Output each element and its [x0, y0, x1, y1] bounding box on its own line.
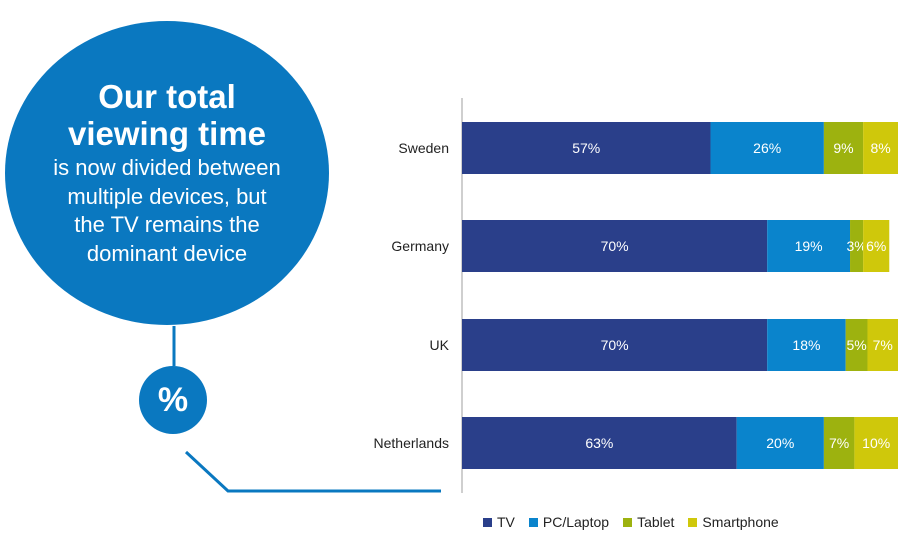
bar-segment — [710, 122, 824, 174]
legend-swatch — [528, 517, 538, 527]
data-label: 63% — [585, 435, 613, 451]
category-label: UK — [430, 337, 450, 353]
legend-swatch — [623, 517, 633, 527]
legend-label: TV — [497, 514, 515, 530]
category-label: Germany — [391, 238, 449, 254]
legend-swatch — [483, 517, 492, 527]
bar-segment — [823, 122, 864, 174]
callout-body: is now divided between multiple devices,… — [53, 155, 281, 266]
legend-swatch — [688, 517, 698, 527]
bar-segment — [854, 417, 898, 469]
callout-headline: Our total viewing time — [67, 78, 267, 152]
bar-segment — [462, 417, 737, 469]
data-label: 70% — [601, 238, 629, 254]
data-label: 6% — [866, 238, 886, 254]
legend-label: Smartphone — [702, 514, 779, 530]
data-label: 19% — [795, 238, 823, 254]
bar-segment — [823, 417, 855, 469]
bar-segment — [845, 319, 868, 371]
category-label: Sweden — [398, 140, 449, 156]
bar-segment — [767, 220, 851, 272]
data-label: 8% — [870, 140, 890, 156]
bar-segment — [736, 417, 824, 469]
percent-badge: % — [139, 366, 207, 434]
data-label: 18% — [792, 337, 820, 353]
bar-segment — [863, 122, 898, 174]
callout-bubble: Our total viewing time is now divided be… — [5, 21, 329, 325]
category-label: Netherlands — [374, 435, 450, 451]
bar-segment — [462, 220, 768, 272]
data-label: 3% — [846, 238, 866, 254]
data-label: 26% — [753, 140, 781, 156]
bar-segment — [462, 122, 711, 174]
legend-item: TV — [483, 514, 515, 530]
data-label: 7% — [873, 337, 893, 353]
legend-label: PC/Laptop — [542, 514, 610, 530]
data-label: 9% — [833, 140, 853, 156]
legend-item: PC/Laptop — [528, 514, 610, 530]
legend-label: Tablet — [637, 514, 675, 530]
data-label: 7% — [829, 435, 849, 451]
chart-legend: TV PC/Laptop Tablet Smartphone — [483, 514, 793, 530]
data-label: 20% — [766, 435, 794, 451]
data-label: 70% — [601, 337, 629, 353]
bar-segment — [850, 220, 864, 272]
legend-item: Smartphone — [688, 514, 779, 530]
data-label: 5% — [846, 337, 866, 353]
bar-segment — [462, 319, 768, 371]
data-label: 57% — [572, 140, 600, 156]
bar-segment — [767, 319, 846, 371]
bar-segment — [863, 220, 890, 272]
data-label: 10% — [862, 435, 890, 451]
bar-segment — [867, 319, 898, 371]
legend-item: Tablet — [623, 514, 674, 530]
